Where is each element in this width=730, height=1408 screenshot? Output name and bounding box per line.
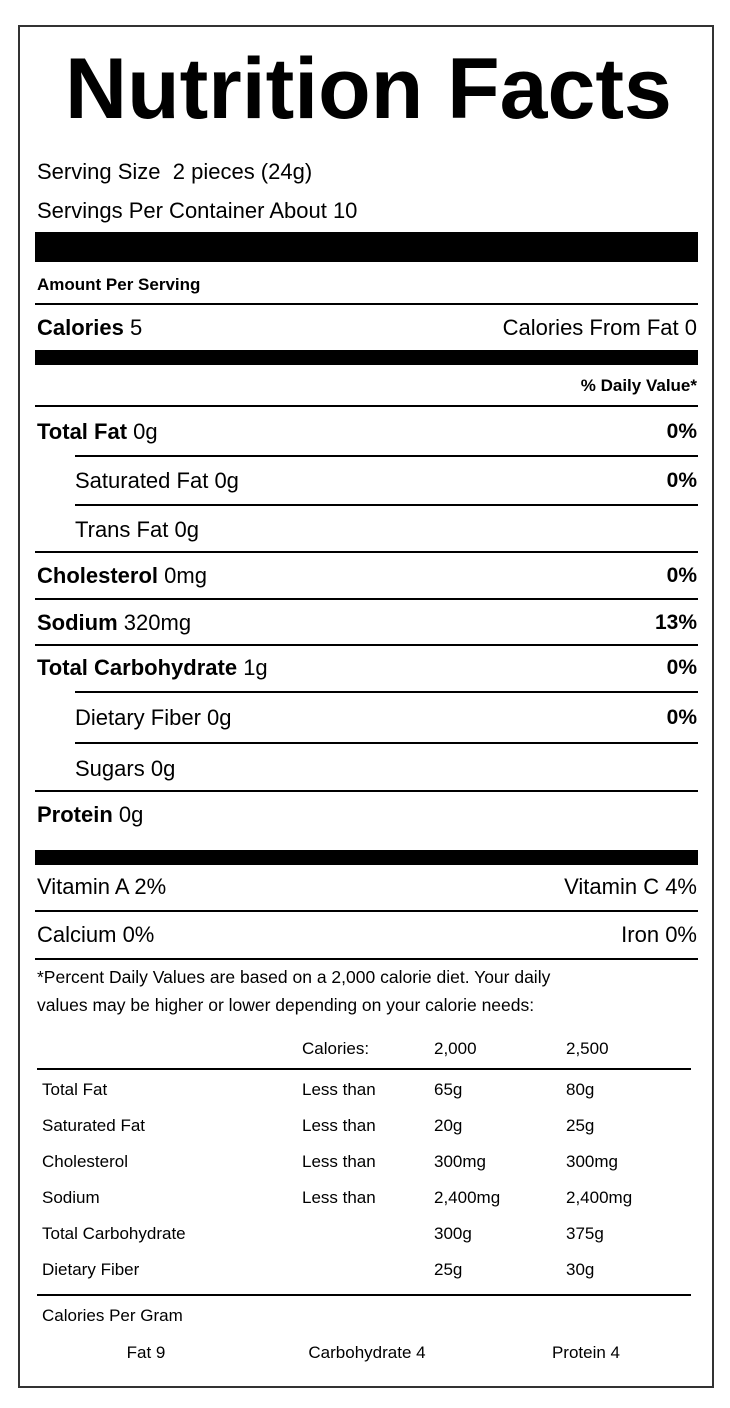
table-cell: 80g	[566, 1079, 595, 1099]
nutrient-daily-value: 0%	[666, 469, 697, 493]
vitamin: Vitamin C 4%	[564, 873, 697, 899]
rule	[75, 455, 698, 457]
rule	[35, 232, 698, 262]
serving-size-value: 2 pieces (24g)	[172, 158, 313, 184]
table-cell: Less than	[302, 1151, 376, 1171]
nutrient-row: Sodium 320mg	[37, 610, 191, 636]
nutrient-name: Dietary Fiber	[75, 704, 201, 730]
table-cell: 300g	[434, 1223, 472, 1243]
nutrient-name: Trans Fat	[75, 516, 169, 542]
table-nutrient: Total Fat	[42, 1079, 108, 1099]
daily-value-header: % Daily Value*	[580, 375, 697, 395]
nutrient-daily-value: 0%	[666, 420, 697, 444]
nutrient-daily-value: 0%	[666, 564, 697, 588]
serving-size: Serving Size 2 pieces (24g)	[37, 159, 312, 185]
table-cell: 20g	[434, 1115, 463, 1135]
amount-per-serving: Amount Per Serving	[37, 274, 201, 294]
rule	[37, 1068, 691, 1070]
vitamin: Iron 0%	[621, 921, 697, 947]
table-cell: 25g	[566, 1115, 595, 1135]
nutrient-amount: 0g	[150, 755, 176, 781]
rule	[35, 850, 698, 865]
nutrient-name: Total Carbohydrate	[37, 654, 238, 680]
calories-value: 5	[129, 314, 143, 340]
rule	[35, 405, 698, 407]
title: Nutrition Facts	[65, 41, 672, 138]
rule	[37, 1294, 691, 1296]
table-cell: Less than	[302, 1079, 376, 1099]
nutrient-amount: 0g	[174, 516, 199, 542]
nutrient-amount: 0mg	[164, 562, 207, 588]
rule	[35, 350, 698, 365]
rule	[75, 504, 698, 506]
table-cell: 375g	[566, 1223, 604, 1243]
table-cell: 2,400mg	[434, 1187, 501, 1207]
nutrient-daily-value: 0%	[666, 706, 697, 730]
table-nutrient: Dietary Fiber	[42, 1259, 140, 1279]
table-cell: 300mg	[566, 1151, 618, 1171]
table-nutrient: Saturated Fat	[42, 1115, 146, 1135]
calories-per-gram: Calories Per Gram	[42, 1305, 183, 1325]
table-header: 2,500	[566, 1038, 609, 1058]
rule	[35, 958, 698, 960]
nutrient-amount: 1g	[243, 654, 268, 680]
table-header: 2,000	[434, 1038, 477, 1058]
calories-per-gram-item: Carbohydrate 4	[308, 1342, 426, 1362]
table-cell: 30g	[566, 1259, 595, 1279]
table-cell: 300mg	[434, 1151, 486, 1171]
nutrient-daily-value: 0%	[666, 656, 697, 680]
table-nutrient: Cholesterol	[42, 1151, 128, 1171]
nutrient-row: Saturated Fat 0g	[75, 468, 239, 494]
nutrient-row: Sugars 0g	[75, 756, 175, 782]
nutrient-name: Cholesterol	[37, 562, 159, 588]
nutrient-amount: 0g	[118, 801, 144, 827]
calories-from-fat: Calories From Fat 0	[502, 314, 697, 340]
footnote: values may be higher or lower depending …	[37, 994, 535, 1015]
table-cell: Less than	[302, 1187, 376, 1207]
rule	[75, 742, 698, 744]
calories-per-gram-item: Protein 4	[551, 1342, 621, 1362]
nutrient-row: Trans Fat 0g	[75, 517, 199, 543]
nutrient-row: Total Carbohydrate 1g	[37, 655, 268, 681]
nutrient-daily-value: 13%	[654, 611, 697, 635]
rule	[35, 910, 698, 912]
table-nutrient: Sodium	[42, 1187, 100, 1207]
rule	[35, 790, 698, 792]
nutrient-amount: 0g	[133, 418, 158, 444]
footnote: *Percent Daily Values are based on a 2,0…	[37, 966, 551, 987]
nutrient-name: Total Fat	[37, 418, 128, 444]
nutrient-row: Cholesterol 0mg	[37, 563, 207, 589]
rule	[35, 644, 698, 646]
table-cell: 65g	[434, 1079, 463, 1099]
nutrient-row: Protein 0g	[37, 802, 143, 828]
serving-size-label: Serving Size	[37, 158, 161, 184]
nutrient-name: Sugars	[75, 755, 145, 781]
calories-per-gram-item: Fat 9	[126, 1342, 166, 1362]
nutrient-row: Total Fat 0g	[37, 419, 158, 445]
nutrient-row: Dietary Fiber 0g	[75, 705, 232, 731]
table-nutrient: Total Carbohydrate	[42, 1223, 186, 1243]
nutrient-amount: 0g	[207, 704, 232, 730]
nutrient-name: Sodium	[37, 609, 118, 635]
rule	[75, 691, 698, 693]
vitamin: Vitamin A 2%	[37, 873, 167, 899]
rule	[35, 303, 698, 305]
nutrient-name: Saturated Fat	[75, 467, 209, 493]
calories-label: Calories	[37, 314, 124, 340]
table-cell: Less than	[302, 1115, 376, 1135]
table-cell: 25g	[434, 1259, 463, 1279]
table-header: Calories:	[302, 1038, 370, 1058]
rule	[35, 598, 698, 600]
calories: Calories 5	[37, 315, 142, 341]
servings-per-container: Servings Per Container About 10	[37, 197, 358, 223]
vitamin: Calcium 0%	[37, 921, 155, 947]
nutrient-name: Protein	[37, 801, 113, 827]
table-cell: 2,400mg	[566, 1187, 633, 1207]
rule	[35, 551, 698, 553]
nutrient-amount: 0g	[214, 467, 239, 493]
nutrient-amount: 320mg	[123, 609, 192, 635]
